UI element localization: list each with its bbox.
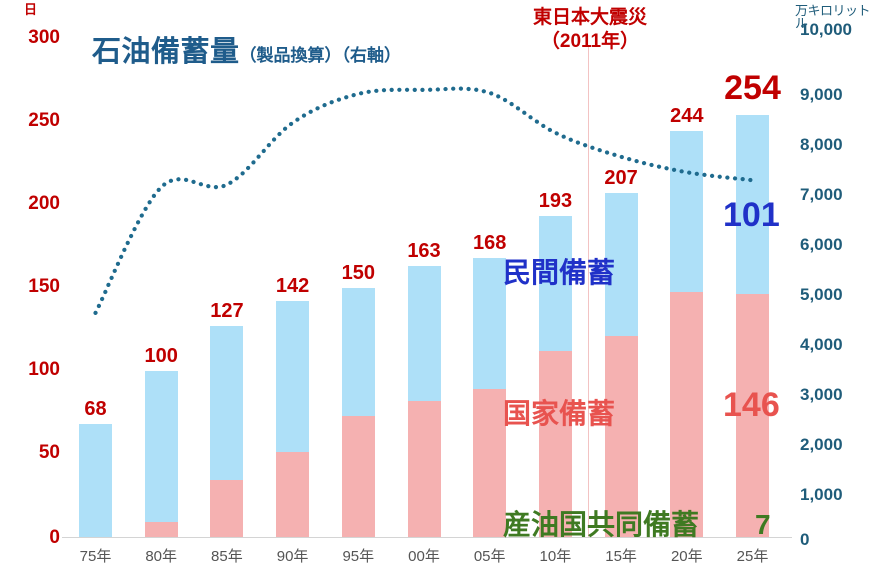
legend-label-kokka: 国家備蓄 bbox=[503, 398, 616, 429]
right-tick-4000: 4,000 bbox=[800, 335, 843, 354]
bar-05年 bbox=[473, 257, 507, 537]
bar-segment-kokka bbox=[473, 388, 507, 537]
bar-segment-kokka bbox=[144, 522, 178, 537]
bar-90年 bbox=[276, 300, 310, 537]
right-tick-0: 0 bbox=[800, 530, 810, 549]
bar-total-label-05年: 168 bbox=[473, 231, 507, 254]
quake-annotation-line1: 東日本大震災 bbox=[532, 7, 647, 28]
bar-total-label-80年: 100 bbox=[144, 344, 178, 367]
bar-segment-minkan bbox=[473, 257, 507, 389]
x-tick-95年: 95年 bbox=[342, 548, 375, 565]
bar-total-label-75年: 68 bbox=[84, 397, 107, 420]
left-tick-250: 250 bbox=[28, 110, 60, 131]
left-tick-300: 300 bbox=[28, 27, 60, 48]
page-title: 石油備蓄量（製品換算）（右軸） bbox=[92, 38, 401, 70]
page-title-sub: （製品換算）（右軸） bbox=[239, 46, 402, 65]
page-title-main: 石油備蓄量 bbox=[92, 36, 240, 68]
right-tick-5000: 5,000 bbox=[800, 285, 843, 304]
right-tick-7000: 7,000 bbox=[800, 185, 843, 204]
bar-85年 bbox=[210, 325, 244, 537]
left-axis-unit: 日 bbox=[24, 2, 38, 17]
x-tick-05年: 05年 bbox=[473, 548, 506, 565]
x-tick-00年: 00年 bbox=[408, 548, 440, 565]
bar-segment-minkan bbox=[144, 370, 178, 523]
bar-segment-kokka bbox=[407, 400, 441, 537]
left-tick-150: 150 bbox=[28, 276, 60, 297]
bar-segment-minkan bbox=[276, 300, 310, 453]
bar-segment-minkan bbox=[210, 325, 244, 481]
value-sanyu-2025: 7 bbox=[755, 509, 771, 540]
bar-total-label-20年: 244 bbox=[670, 105, 704, 128]
x-tick-90年: 90年 bbox=[276, 548, 309, 565]
right-tick-10000: 10,000 bbox=[800, 20, 852, 39]
bar-total-label-95年: 150 bbox=[341, 261, 375, 284]
bar-segment-kokka bbox=[670, 292, 704, 537]
right-tick-8000: 8,000 bbox=[800, 135, 843, 154]
right-tick-1000: 1,000 bbox=[800, 485, 843, 504]
left-axis: 300 250 200 150 100 50 0 bbox=[0, 0, 60, 579]
legend-label-minkan: 民間備蓄 bbox=[503, 257, 616, 288]
legend-label-sanyu: 産油国共同備蓄 bbox=[503, 509, 700, 540]
bar-total-label-00年: 163 bbox=[407, 239, 441, 262]
bar-segment-minkan bbox=[407, 265, 441, 401]
right-axis-unit: 万キロリットル bbox=[795, 3, 871, 31]
bar-total-label-15年: 207 bbox=[604, 166, 638, 189]
x-tick-25年: 25年 bbox=[736, 548, 769, 565]
right-tick-6000: 6,000 bbox=[800, 235, 843, 254]
right-tick-2000: 2,000 bbox=[800, 435, 843, 454]
left-tick-100: 100 bbox=[28, 359, 60, 380]
bar-segment-kokka bbox=[604, 335, 638, 537]
left-tick-50: 50 bbox=[38, 442, 60, 463]
bar-15年 bbox=[604, 192, 638, 537]
bar-total-label-10年: 193 bbox=[538, 189, 573, 212]
bar-80年 bbox=[144, 370, 178, 537]
bar-segment-minkan bbox=[670, 131, 704, 293]
right-tick-9000: 9,000 bbox=[800, 85, 843, 104]
bar-segment-minkan bbox=[341, 287, 375, 416]
value-minkan-2025: 101 bbox=[723, 196, 780, 234]
quake-annotation-line2: （2011年） bbox=[540, 31, 640, 52]
x-tick-20年: 20年 bbox=[670, 548, 703, 565]
right-tick-3000: 3,000 bbox=[800, 385, 843, 404]
bar-25年 bbox=[736, 114, 769, 537]
value-kokka-2025: 146 bbox=[723, 386, 780, 424]
bar-20年 bbox=[670, 131, 704, 537]
x-tick-10年: 10年 bbox=[539, 548, 572, 565]
x-axis-baseline bbox=[62, 537, 792, 538]
bar-segment-kokka bbox=[276, 452, 310, 537]
quake-annotation: 東日本大震災 （2011年） bbox=[520, 6, 660, 54]
bar-segment-kokka bbox=[538, 350, 572, 537]
bar-segment-kokka bbox=[341, 415, 375, 537]
bar-75年 bbox=[79, 423, 112, 537]
bar-95年 bbox=[341, 287, 375, 538]
x-tick-80年: 80年 bbox=[145, 548, 178, 565]
bar-total-label-90年: 142 bbox=[275, 274, 310, 297]
left-tick-0: 0 bbox=[49, 527, 60, 548]
bar-total-label-85年: 127 bbox=[210, 299, 244, 322]
x-tick-85年: 85年 bbox=[211, 548, 243, 565]
bar-00年 bbox=[407, 265, 441, 537]
quake-vertical-line bbox=[588, 46, 589, 537]
x-tick-15年: 15年 bbox=[605, 548, 637, 565]
bar-segment-kokka bbox=[210, 480, 244, 537]
x-tick-75年: 75年 bbox=[79, 548, 112, 565]
right-axis: 10,000 9,000 8,000 7,000 6,000 5,000 4,0… bbox=[800, 0, 873, 579]
bar-segment-kokka bbox=[736, 294, 769, 537]
bar-total-label-25年: 254 bbox=[724, 68, 781, 107]
left-tick-200: 200 bbox=[28, 193, 60, 214]
bar-segment-minkan bbox=[79, 423, 112, 537]
